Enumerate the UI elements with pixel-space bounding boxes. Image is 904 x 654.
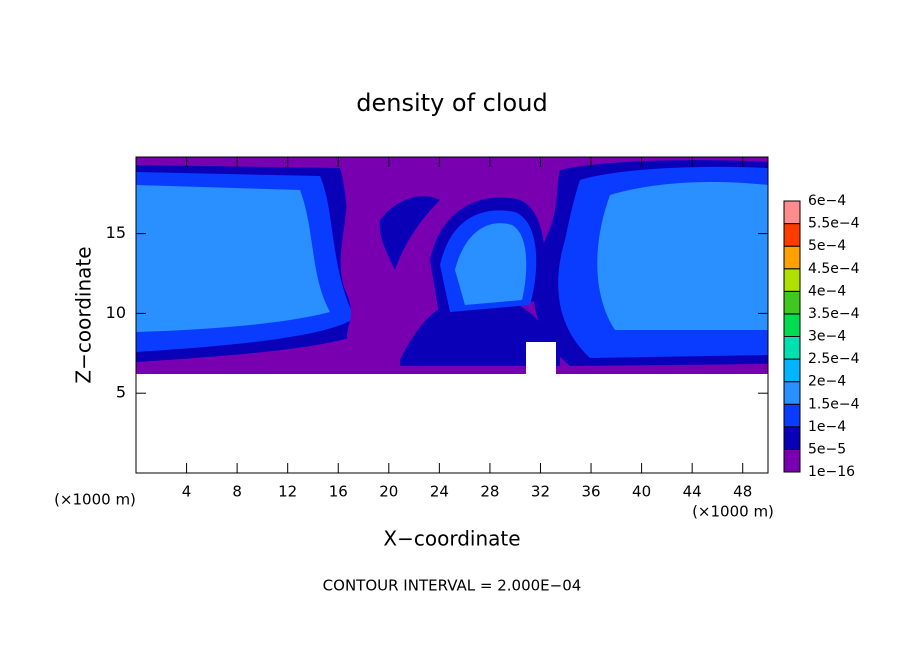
- colorbar-label: 1e−4: [808, 419, 846, 435]
- colorbar-box: [783, 381, 801, 405]
- colorbar-label: 4.5e−4: [808, 261, 860, 277]
- field-region: [455, 223, 527, 305]
- field-gap: [526, 342, 556, 374]
- colorbar-box: [783, 223, 801, 247]
- y-tick-label: 10: [106, 303, 126, 322]
- y-tick-label: 15: [106, 223, 126, 242]
- x-tick-label: 32: [531, 483, 550, 501]
- colorbar-label: 6e−4: [808, 193, 846, 209]
- y-tick-label: 5: [116, 383, 126, 402]
- field-region: [379, 196, 440, 270]
- colorbar-box: [783, 426, 801, 450]
- colorbar-label: 5e−5: [808, 441, 846, 457]
- colorbar-label: 3e−4: [808, 329, 846, 345]
- x-unit: (×1000 m): [692, 503, 774, 521]
- x-axis-label: X−coordinate: [383, 527, 520, 551]
- colorbar-label: 5e−4: [808, 238, 846, 254]
- colorbar-box: [783, 313, 801, 337]
- field-region: [597, 182, 768, 330]
- field-region: [340, 160, 520, 345]
- x-tick-label: 36: [581, 483, 600, 501]
- colorbar-label: 1.5e−4: [808, 396, 860, 412]
- colorbar-box: [783, 245, 801, 270]
- colorbar-box: [783, 358, 801, 383]
- colorbar-label: 5.5e−4: [808, 216, 860, 232]
- y-axis-label: Z−coordinate: [72, 246, 96, 383]
- plot-frame: [135, 156, 769, 474]
- x-tick-label: 44: [683, 483, 702, 501]
- y-unit: (×1000 m): [54, 491, 136, 509]
- colorbar-box: [783, 448, 801, 473]
- colorbar-box: [783, 268, 801, 292]
- colorbar-label: 3.5e−4: [808, 306, 860, 322]
- x-tick-label: 40: [632, 483, 651, 501]
- x-tick-label: 8: [232, 483, 242, 501]
- x-tick-label: 28: [480, 483, 499, 501]
- x-tick-label: 24: [430, 483, 449, 501]
- x-tick-label: 4: [182, 483, 192, 501]
- colorbar-label: 1e−16: [808, 464, 855, 480]
- colorbar-label: 2e−4: [808, 374, 846, 390]
- field-region: [136, 185, 330, 332]
- colorbar-box: [783, 403, 801, 428]
- x-tick-label: 20: [379, 483, 398, 501]
- colorbar-label: 2.5e−4: [808, 351, 860, 367]
- contour-field: [136, 157, 768, 374]
- footer: CONTOUR INTERVAL = 2.000E−04: [323, 577, 582, 595]
- colorbar-box: [783, 290, 801, 315]
- x-tick-label: 12: [278, 483, 297, 501]
- colorbar-box: [783, 336, 801, 360]
- colorbar-box: [783, 200, 801, 225]
- chart-title: density of cloud: [356, 89, 547, 117]
- colorbar-label: 4e−4: [808, 283, 846, 299]
- x-tick-label: 48: [733, 483, 752, 501]
- x-tick-label: 16: [329, 483, 348, 501]
